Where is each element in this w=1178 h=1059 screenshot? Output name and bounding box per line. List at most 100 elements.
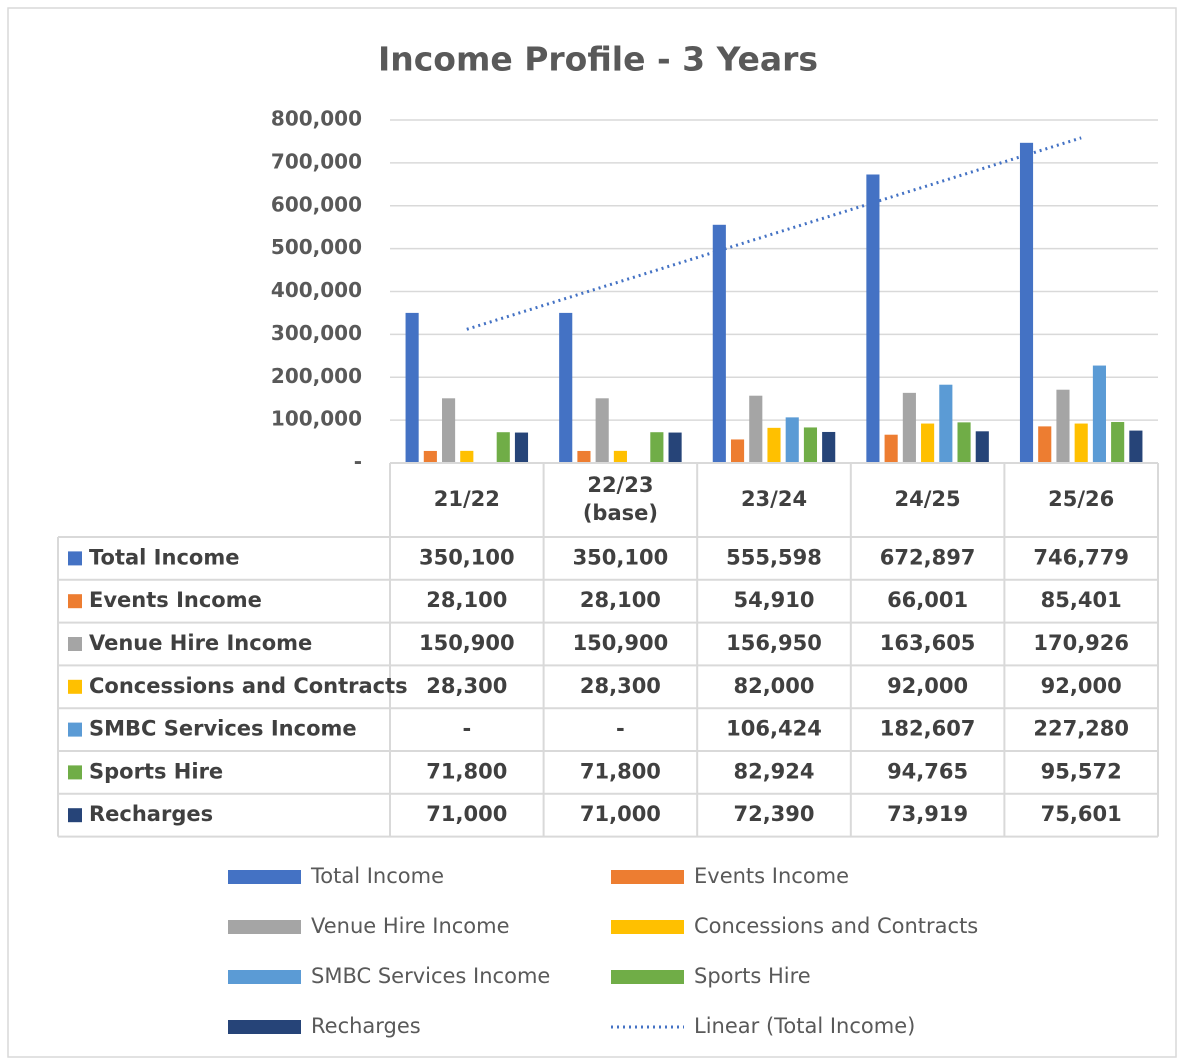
table-cell: 72,390 bbox=[733, 802, 814, 826]
bar bbox=[559, 312, 573, 463]
table-cell: 170,926 bbox=[1033, 631, 1129, 655]
table-row-label: Concessions and Contracts bbox=[89, 674, 408, 698]
legend-label: Concessions and Contracts bbox=[694, 914, 978, 938]
table-cell: 555,598 bbox=[726, 545, 822, 569]
table-cell: 350,100 bbox=[419, 545, 515, 569]
x-tick-label: 23/24 bbox=[741, 487, 807, 511]
legend-label: SMBC Services Income bbox=[311, 964, 550, 988]
table-cell: 95,572 bbox=[1041, 759, 1122, 783]
y-tick-label: 800,000 bbox=[271, 107, 362, 131]
table-cell: 71,800 bbox=[580, 759, 661, 783]
bar bbox=[1074, 423, 1088, 463]
bar bbox=[1129, 430, 1143, 463]
table-row-label: Recharges bbox=[89, 802, 213, 826]
bar bbox=[822, 431, 836, 463]
table-swatch bbox=[68, 808, 82, 823]
legend-label: Total Income bbox=[310, 864, 444, 888]
table-swatch bbox=[68, 765, 82, 780]
bar bbox=[884, 434, 898, 463]
bar bbox=[767, 427, 781, 463]
bar bbox=[957, 422, 971, 463]
table-cell: 66,001 bbox=[887, 588, 968, 612]
table-cell: 182,607 bbox=[880, 717, 976, 741]
table-cell: 28,100 bbox=[426, 588, 507, 612]
table-cell: 106,424 bbox=[726, 717, 822, 741]
table-cell: 227,280 bbox=[1033, 717, 1129, 741]
y-tick-label: 600,000 bbox=[271, 192, 362, 216]
bar bbox=[749, 395, 763, 463]
bar bbox=[1111, 422, 1125, 463]
bar bbox=[921, 423, 935, 463]
table-cell: 150,900 bbox=[419, 631, 515, 655]
legend-swatch bbox=[611, 870, 684, 884]
chart-title: Income Profile - 3 Years bbox=[378, 40, 818, 79]
table-cell: 71,000 bbox=[426, 802, 507, 826]
bar bbox=[1056, 389, 1070, 463]
bar bbox=[405, 312, 419, 463]
legend-swatch bbox=[228, 920, 301, 934]
bar bbox=[975, 431, 989, 463]
bar bbox=[514, 432, 529, 463]
legend-label: Linear (Total Income) bbox=[694, 1014, 915, 1038]
legend-label: Venue Hire Income bbox=[311, 914, 510, 938]
table-row-label: Events Income bbox=[89, 588, 262, 612]
table-swatch bbox=[68, 594, 82, 609]
x-tick-label: 21/22 bbox=[434, 487, 500, 511]
table-cell: 672,897 bbox=[880, 545, 976, 569]
table-cell: 71,000 bbox=[580, 802, 661, 826]
table-cell: 54,910 bbox=[733, 588, 814, 612]
y-tick-label: 400,000 bbox=[271, 278, 362, 302]
table-cell: 82,924 bbox=[733, 759, 814, 783]
x-tick-label: 25/26 bbox=[1048, 487, 1114, 511]
legend-swatch bbox=[228, 870, 301, 884]
table-cell: 163,605 bbox=[880, 631, 976, 655]
bar bbox=[496, 432, 510, 463]
table-row-label: SMBC Services Income bbox=[89, 717, 357, 741]
table-cell: 28,300 bbox=[580, 674, 661, 698]
bar bbox=[803, 427, 818, 463]
y-tick-label: 500,000 bbox=[271, 235, 362, 259]
legend-swatch bbox=[611, 920, 684, 934]
table-cell: 746,779 bbox=[1033, 545, 1129, 569]
bar bbox=[595, 398, 609, 463]
y-tick-label: 700,000 bbox=[271, 149, 362, 173]
table-cell: 28,300 bbox=[426, 674, 507, 698]
x-tick-label: 22/23 (base) bbox=[583, 473, 658, 525]
table-cell: 94,765 bbox=[887, 759, 968, 783]
bar bbox=[1092, 365, 1106, 463]
bar bbox=[866, 174, 880, 463]
table-row-label: Venue Hire Income bbox=[89, 631, 312, 655]
bar bbox=[730, 439, 745, 463]
table-swatch bbox=[68, 722, 82, 737]
y-tick-label: - bbox=[354, 450, 362, 474]
table-swatch bbox=[68, 679, 82, 694]
bar bbox=[1038, 426, 1052, 463]
table-cell: 156,950 bbox=[726, 631, 822, 655]
table-cell: 73,919 bbox=[887, 802, 968, 826]
bar bbox=[423, 450, 437, 463]
y-tick-label: 200,000 bbox=[271, 364, 362, 388]
legend-swatch bbox=[611, 970, 684, 984]
bar bbox=[1019, 142, 1034, 464]
bar bbox=[712, 224, 726, 463]
table-cell: 82,000 bbox=[733, 674, 814, 698]
bar bbox=[577, 450, 591, 463]
y-tick-label: 300,000 bbox=[271, 321, 362, 345]
table-cell: 71,800 bbox=[426, 759, 507, 783]
table-swatch bbox=[68, 637, 82, 651]
table-cell: - bbox=[462, 717, 471, 741]
table-cell: 85,401 bbox=[1041, 588, 1122, 612]
bar bbox=[460, 450, 474, 463]
table-cell: 92,000 bbox=[887, 674, 968, 698]
table-cell: 92,000 bbox=[1041, 674, 1122, 698]
table-swatch bbox=[68, 551, 82, 566]
table-row-label: Total Income bbox=[89, 545, 239, 569]
table-cell: 350,100 bbox=[573, 545, 669, 569]
bar bbox=[902, 392, 916, 463]
legend-swatch bbox=[228, 1020, 301, 1034]
table-cell: 150,900 bbox=[573, 631, 669, 655]
legend-label: Events Income bbox=[694, 864, 849, 888]
bar bbox=[650, 432, 664, 463]
x-tick-label: 24/25 bbox=[895, 487, 961, 511]
